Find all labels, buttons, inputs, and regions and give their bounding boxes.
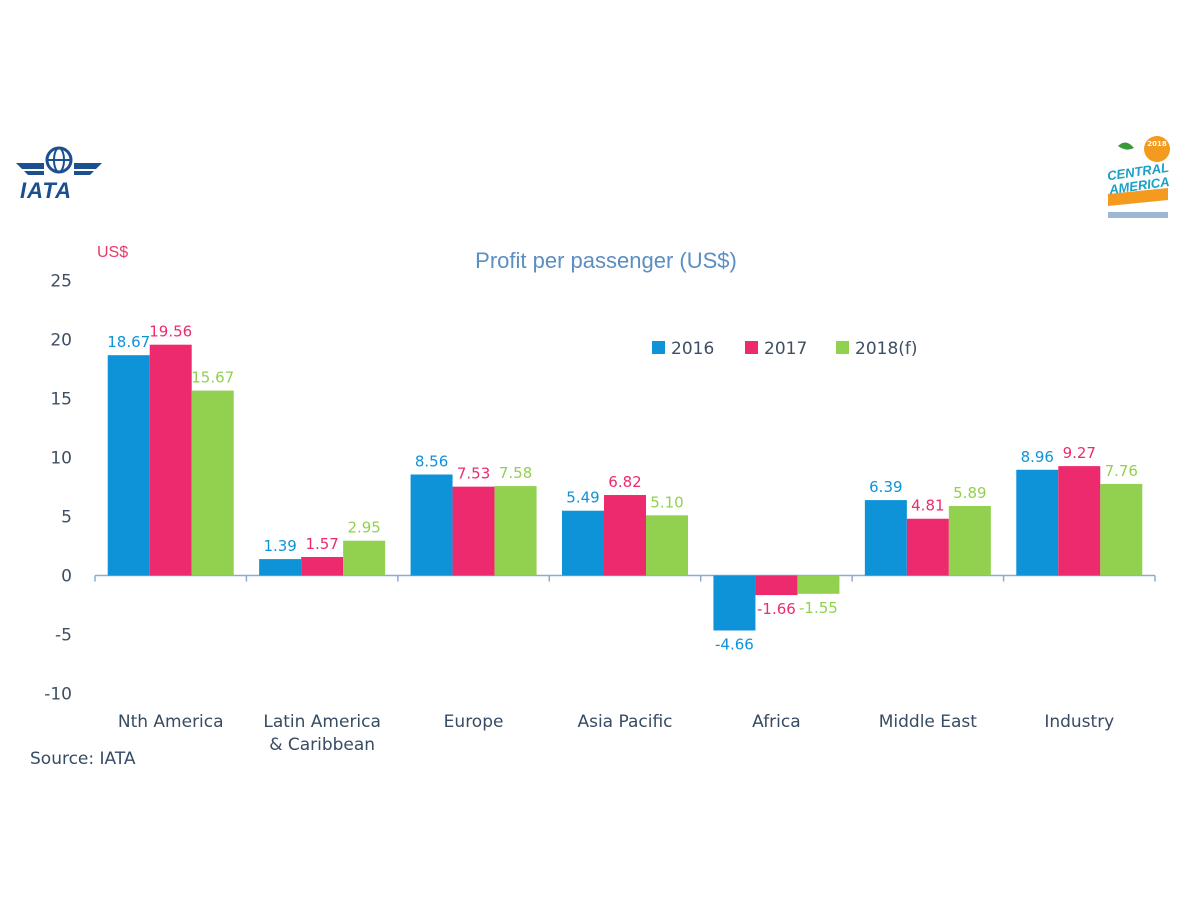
bar-2017 — [755, 575, 798, 596]
x-category-label: Latin America — [263, 712, 381, 732]
source-note: Source: IATA — [30, 749, 136, 769]
legend-swatch — [745, 341, 758, 354]
y-tick-label: 0 — [61, 567, 72, 587]
data-label: 7.76 — [1105, 462, 1138, 480]
x-category-label: Asia Pacific — [577, 712, 672, 732]
data-label: 7.53 — [457, 465, 490, 483]
x-category-label: Middle East — [879, 712, 978, 732]
bar-2016 — [713, 575, 756, 631]
y-tick-label: 15 — [50, 390, 72, 410]
iata-logo — [16, 146, 102, 175]
data-label: 9.27 — [1063, 444, 1096, 462]
bar-2017 — [604, 495, 646, 576]
bar-2016 — [864, 500, 907, 576]
data-label: 2.95 — [347, 519, 380, 537]
data-label: 5.89 — [953, 484, 986, 502]
bar-2016 — [1016, 469, 1059, 576]
data-label: 7.58 — [499, 464, 532, 482]
bar-2018f — [343, 540, 386, 576]
central-america-logo — [1108, 136, 1170, 218]
iata-logo-text: IATA — [20, 178, 73, 203]
bar-2018f — [1100, 483, 1143, 576]
chart-title: Profit per passenger (US$) — [475, 248, 737, 273]
y-tick-label: -5 — [55, 626, 72, 646]
x-category-label: Nth America — [118, 712, 224, 732]
bar-2018f — [646, 515, 688, 576]
bar-2016 — [410, 474, 453, 576]
legend-label: 2017 — [764, 339, 807, 359]
bar-2018f — [797, 575, 840, 594]
bar-2018f — [948, 505, 991, 576]
bar-2017 — [149, 344, 192, 576]
legend-swatch — [836, 341, 849, 354]
legend-label: 2016 — [671, 339, 714, 359]
bar-2016 — [107, 355, 150, 576]
x-category-label: Africa — [752, 712, 801, 732]
central-america-year: 2018 — [1147, 140, 1167, 148]
data-label: 8.56 — [415, 452, 448, 470]
x-category-label: & Caribbean — [269, 735, 375, 755]
legend-swatch — [652, 341, 665, 354]
bar-2017 — [906, 518, 949, 576]
bar-2016 — [259, 559, 302, 576]
y-tick-label: 25 — [50, 272, 72, 292]
data-label: 1.57 — [305, 535, 338, 553]
bar-2016 — [562, 510, 604, 576]
data-label: 1.39 — [263, 537, 296, 555]
data-label: 5.10 — [650, 493, 683, 511]
data-label: 15.67 — [191, 369, 234, 387]
data-label: 18.67 — [107, 333, 150, 351]
data-label: -4.66 — [715, 635, 754, 653]
y-tick-label: 5 — [61, 508, 72, 528]
data-label: 19.56 — [149, 323, 192, 341]
data-label: 5.49 — [566, 489, 599, 507]
x-category-label: Europe — [444, 712, 504, 732]
bar-2017 — [301, 556, 344, 576]
legend-label: 2018(f) — [855, 339, 918, 359]
data-label: 8.96 — [1021, 448, 1054, 466]
bar-2017 — [1058, 466, 1101, 576]
bar-2018f — [191, 390, 234, 576]
data-label: -1.55 — [799, 599, 838, 617]
data-label: 6.82 — [608, 473, 641, 491]
data-label: 4.81 — [911, 497, 944, 515]
data-label: 6.39 — [869, 478, 902, 496]
bar-2018f — [494, 486, 537, 576]
y-tick-label: -10 — [44, 685, 72, 705]
y-tick-label: 20 — [50, 331, 72, 351]
data-label: -1.66 — [757, 600, 796, 618]
x-category-label: Industry — [1044, 712, 1114, 732]
y-axis-label: US$ — [97, 244, 128, 261]
y-tick-label: 10 — [50, 449, 72, 469]
bar-2017 — [452, 486, 495, 576]
